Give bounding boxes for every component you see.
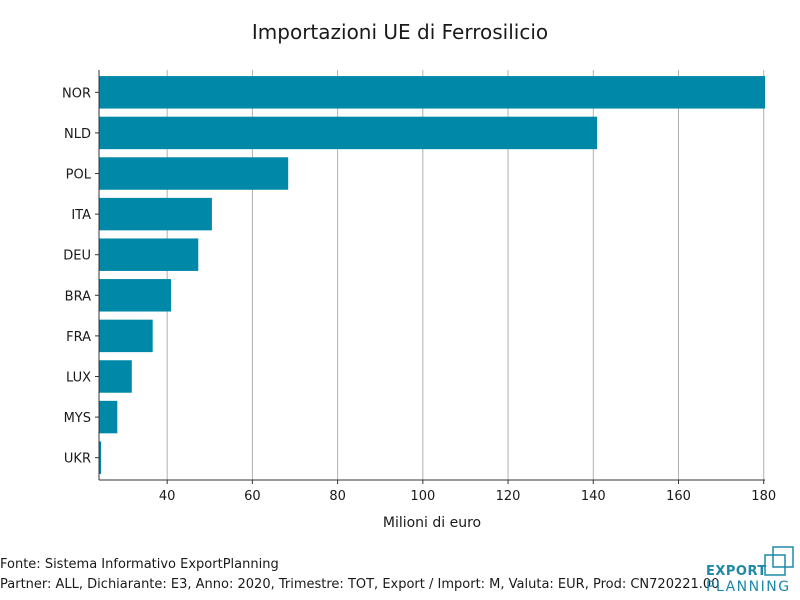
bar-lux bbox=[99, 360, 132, 393]
x-tick-label: 140 bbox=[581, 489, 606, 504]
footer-source: Fonte: Sistema Informativo ExportPlannin… bbox=[0, 557, 279, 572]
chart-title: Importazioni UE di Ferrosilicio bbox=[251, 20, 549, 44]
bar-ukr bbox=[99, 441, 102, 474]
logo-mark-icon bbox=[764, 546, 794, 576]
y-tick-label: POL bbox=[66, 168, 92, 183]
x-tick-label: 80 bbox=[329, 489, 346, 504]
y-tick-label: NLD bbox=[64, 127, 91, 142]
bar-nld bbox=[99, 116, 598, 150]
y-tick-label: DEU bbox=[63, 249, 91, 264]
bar-fra bbox=[99, 319, 153, 353]
x-tick-label: 180 bbox=[751, 489, 776, 504]
x-tick-label: 100 bbox=[410, 489, 435, 504]
footer-params: Partner: ALL, Dichiarante: E3, Anno: 202… bbox=[0, 577, 720, 592]
x-tick-label: 120 bbox=[496, 489, 521, 504]
bar-deu bbox=[99, 238, 199, 271]
bar-mys bbox=[99, 400, 118, 434]
y-tick-label: FRA bbox=[66, 330, 91, 345]
bar-bra bbox=[99, 279, 172, 312]
y-tick-label: NOR bbox=[62, 86, 91, 101]
y-tick-label: BRA bbox=[65, 289, 91, 304]
bar-nor bbox=[99, 76, 765, 109]
bar-ita bbox=[99, 197, 212, 231]
bar-pol bbox=[99, 157, 289, 190]
x-tick-label: 40 bbox=[159, 489, 176, 504]
logo-word-export: EXPORT bbox=[706, 564, 767, 579]
y-tick-label: ITA bbox=[71, 208, 91, 223]
exportplanning-logo: EXPORT PLANNING bbox=[706, 546, 796, 596]
y-tick-label: UKR bbox=[64, 452, 91, 467]
x-tick-label: 160 bbox=[666, 489, 691, 504]
x-axis-label: Milioni di euro bbox=[382, 515, 482, 531]
y-tick-label: MYS bbox=[64, 411, 91, 426]
x-tick-label: 60 bbox=[244, 489, 261, 504]
logo-word-planning: PLANNING bbox=[706, 579, 791, 595]
y-tick-label: LUX bbox=[66, 370, 91, 385]
